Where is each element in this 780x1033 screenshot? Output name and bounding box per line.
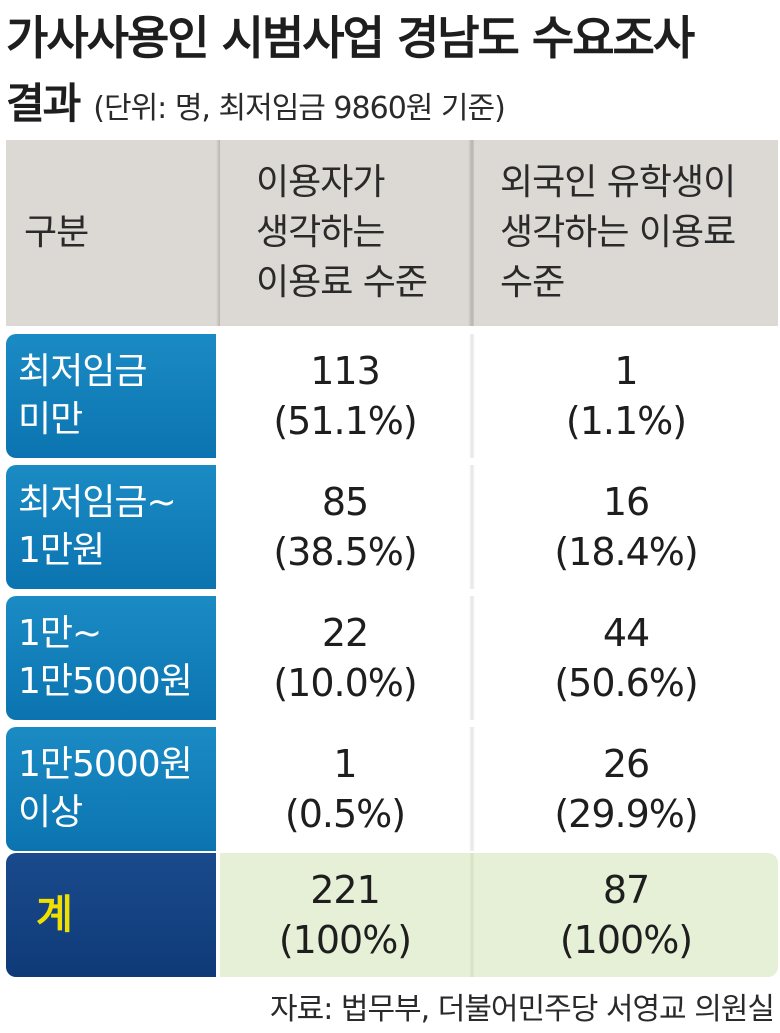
- row-label-cell: 1만5000원 이상: [6, 727, 216, 851]
- header-user-fee: 이용자가 생각하는 이용료 수준: [220, 140, 470, 326]
- total-background: [220, 853, 778, 977]
- student-fee-percent: (29.9%): [554, 792, 698, 836]
- user-fee-total-cell: 221 (100%): [220, 853, 470, 977]
- row-label: 1만~ 1만5000원: [18, 613, 193, 702]
- data-table: 구분 이용자가 생각하는 이용료 수준 외국인 유학생이 생각하는 이용료 수준…: [6, 140, 778, 978]
- row-label-cell: 1만~ 1만5000원: [6, 596, 216, 720]
- table-row: 최저임금 미만 113 (51.1%) 1 (1.1%): [6, 334, 778, 458]
- total-row: 계 221 (100%) 87 (100%): [6, 853, 778, 977]
- header-divider: [468, 140, 476, 326]
- total-label: 계: [36, 892, 73, 938]
- user-fee-count: 1: [333, 742, 357, 786]
- row-label: 최저임금~ 1만원: [18, 482, 177, 571]
- user-fee-cell: 113 (51.1%): [220, 334, 470, 458]
- student-fee-count: 16: [602, 480, 650, 524]
- source-note: 자료: 법무부, 더불어민주당 서영교 의원실: [270, 992, 775, 1027]
- student-fee-count: 44: [602, 611, 650, 655]
- user-fee-count: 22: [321, 611, 369, 655]
- student-fee-cell: 26 (29.9%): [474, 727, 778, 851]
- student-fee-percent: (18.4%): [554, 530, 698, 574]
- header-student-fee-label: 외국인 유학생이 생각하는 이용료 수준: [500, 162, 736, 303]
- user-fee-cell: 85 (38.5%): [220, 465, 470, 589]
- row-label: 최저임금 미만: [18, 351, 147, 440]
- row-label-cell: 최저임금~ 1만원: [6, 465, 216, 589]
- header-student-fee: 외국인 유학생이 생각하는 이용료 수준: [474, 140, 778, 326]
- total-label-cell: 계: [6, 853, 216, 977]
- chart-title-line2: 결과 (단위: 명, 최저임금 9860원 기준): [6, 70, 506, 131]
- user-fee-count: 85: [321, 480, 369, 524]
- chart-title: 가사사용인 시범사업 경남도 수요조사: [6, 11, 695, 65]
- header-category-label: 구분: [24, 212, 89, 253]
- student-fee-total-percent: (100%): [559, 918, 693, 962]
- row-label-cell: 최저임금 미만: [6, 334, 216, 458]
- student-fee-cell: 1 (1.1%): [474, 334, 778, 458]
- student-fee-percent: (50.6%): [554, 661, 698, 705]
- table-row: 1만5000원 이상 1 (0.5%) 26 (29.9%): [6, 727, 778, 851]
- student-fee-total-cell: 87 (100%): [474, 853, 778, 977]
- student-fee-total-count: 87: [602, 868, 650, 912]
- user-fee-count: 113: [310, 349, 381, 393]
- user-fee-percent: (0.5%): [284, 792, 406, 836]
- column-divider: [469, 596, 475, 720]
- chart-subtitle: (단위: 명, 최저임금 9860원 기준): [93, 91, 506, 126]
- user-fee-total-percent: (100%): [278, 918, 412, 962]
- user-fee-percent: (51.1%): [273, 399, 417, 443]
- column-divider: [469, 727, 475, 851]
- student-fee-cell: 16 (18.4%): [474, 465, 778, 589]
- user-fee-cell: 22 (10.0%): [220, 596, 470, 720]
- student-fee-count: 1: [614, 349, 638, 393]
- table-row: 1만~ 1만5000원 22 (10.0%) 44 (50.6%): [6, 596, 778, 720]
- table-row: 최저임금~ 1만원 85 (38.5%) 16 (18.4%): [6, 465, 778, 589]
- header-user-fee-label: 이용자가 생각하는 이용료 수준: [256, 162, 428, 303]
- student-fee-cell: 44 (50.6%): [474, 596, 778, 720]
- student-fee-percent: (1.1%): [565, 399, 687, 443]
- column-divider: [469, 853, 475, 977]
- user-fee-total-count: 221: [310, 868, 381, 912]
- user-fee-percent: (38.5%): [273, 530, 417, 574]
- chart-title-continued: 결과: [6, 79, 81, 128]
- column-divider: [469, 465, 475, 589]
- header-category: 구분: [6, 140, 216, 326]
- table-header: 구분 이용자가 생각하는 이용료 수준 외국인 유학생이 생각하는 이용료 수준: [6, 140, 778, 326]
- student-fee-count: 26: [602, 742, 650, 786]
- column-divider: [469, 334, 475, 458]
- row-label: 1만5000원 이상: [18, 744, 193, 833]
- user-fee-percent: (10.0%): [273, 661, 417, 705]
- user-fee-cell: 1 (0.5%): [220, 727, 470, 851]
